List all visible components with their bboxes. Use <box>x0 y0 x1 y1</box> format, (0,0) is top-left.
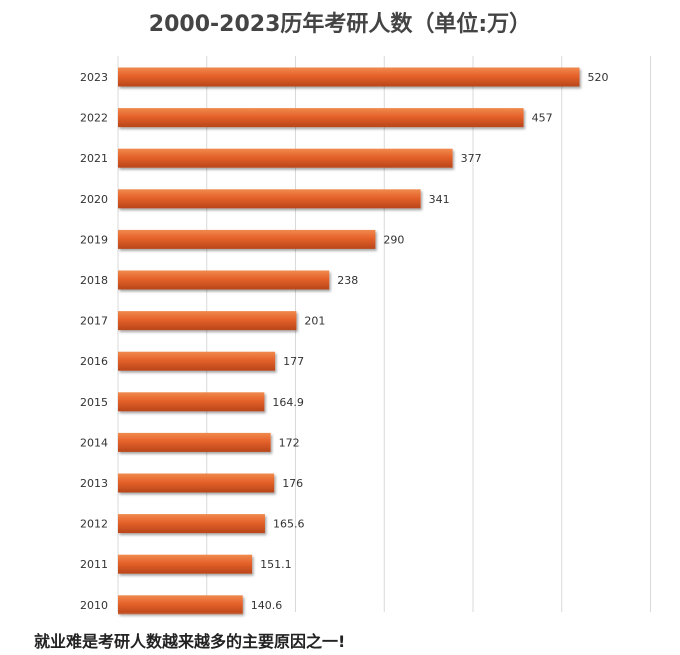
value-label: 341 <box>429 193 450 206</box>
value-label: 290 <box>383 233 404 246</box>
bar-2017 <box>118 311 297 331</box>
value-label: 201 <box>304 315 325 328</box>
bar-2019 <box>118 229 376 249</box>
category-label: 2019 <box>80 233 108 246</box>
bar-2022 <box>118 108 524 128</box>
bar-2012 <box>118 514 265 534</box>
value-label: 238 <box>337 274 358 287</box>
gridlines <box>117 56 651 612</box>
bar-2013 <box>118 473 275 493</box>
value-label: 165.6 <box>273 518 305 531</box>
category-label: 2022 <box>80 112 108 125</box>
value-label: 164.9 <box>272 396 304 409</box>
bar-2011 <box>118 554 253 574</box>
chart-fade <box>0 612 680 624</box>
category-label: 2011 <box>80 558 108 571</box>
category-label: 2020 <box>80 193 108 206</box>
category-label: 2015 <box>80 396 108 409</box>
value-label: 176 <box>282 477 303 490</box>
caption: 就业难是考研人数越来越多的主要原因之一! <box>34 632 346 651</box>
category-label: 2018 <box>80 274 108 287</box>
bar-2023 <box>118 67 580 87</box>
bar-2015 <box>118 392 265 412</box>
category-label: 2017 <box>80 315 108 328</box>
value-label: 177 <box>283 355 304 368</box>
category-label: 2010 <box>80 599 108 612</box>
value-label: 151.1 <box>260 558 292 571</box>
bar-2021 <box>118 148 453 168</box>
value-label: 457 <box>532 112 553 125</box>
category-label: 2021 <box>80 152 108 165</box>
value-label: 140.6 <box>251 599 283 612</box>
chart-title: 2000-2023历年考研人数（单位:万） <box>148 12 532 37</box>
category-label: 2013 <box>80 477 108 490</box>
bar-2014 <box>118 432 271 452</box>
labels: 2023 520 2022 457 2021 377 2020 341 2019 290 2018 2… <box>80 71 609 612</box>
category-label: 2012 <box>80 518 108 531</box>
value-label: 520 <box>588 71 609 84</box>
value-label: 172 <box>279 436 300 449</box>
category-label: 2016 <box>80 355 108 368</box>
bar-2018 <box>118 270 330 290</box>
bar-2020 <box>118 189 421 209</box>
category-label: 2023 <box>80 71 108 84</box>
bar-2016 <box>118 351 276 371</box>
bars <box>118 67 580 615</box>
bar-2010 <box>118 595 243 615</box>
category-label: 2014 <box>80 436 108 449</box>
value-label: 377 <box>461 152 482 165</box>
